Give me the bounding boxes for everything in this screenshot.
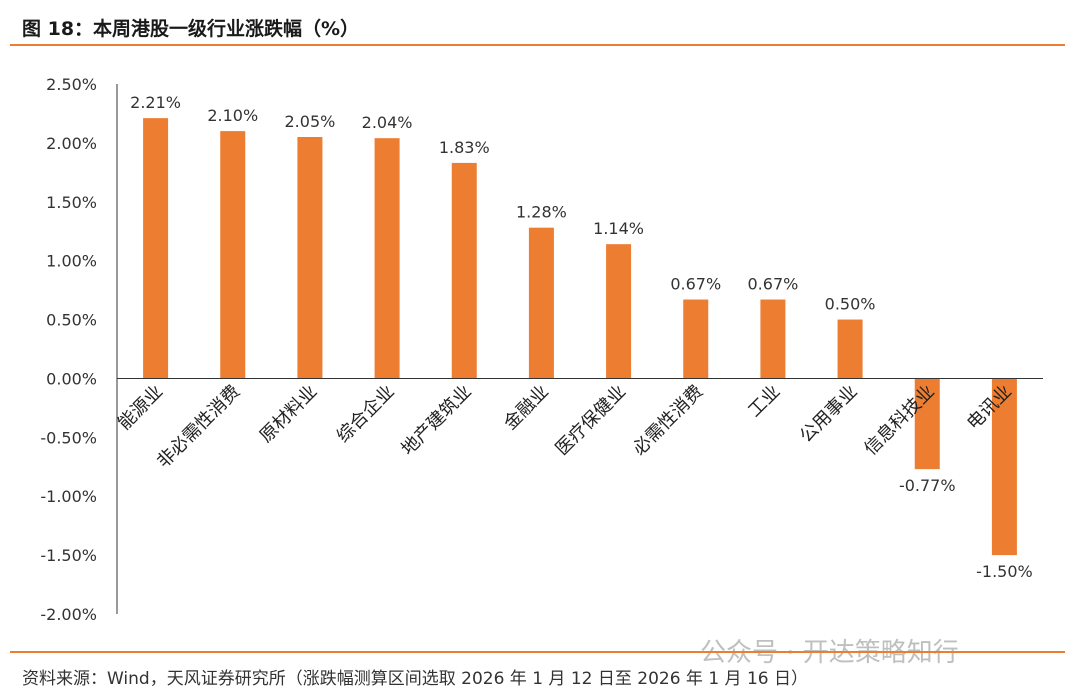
- x-tick-label: 金融业: [500, 381, 553, 434]
- x-tick-label: 能源业: [114, 381, 167, 434]
- data-label: 2.04%: [362, 113, 413, 132]
- y-tick-label: 2.00%: [46, 134, 97, 153]
- data-label: 2.21%: [130, 93, 181, 112]
- bar: [760, 299, 786, 379]
- y-tick-label: 0.00%: [46, 369, 97, 388]
- y-tick-label: 0.50%: [46, 311, 97, 330]
- bar: [374, 138, 400, 379]
- bar: [220, 131, 246, 379]
- x-tick-label: 地产建筑业: [397, 381, 475, 459]
- y-tick-label: -1.50%: [40, 546, 97, 565]
- data-label: 1.28%: [516, 203, 567, 222]
- y-tick-label: 2.50%: [46, 75, 97, 94]
- data-label: -1.50%: [976, 562, 1033, 581]
- x-tick-label: 工业: [744, 381, 784, 421]
- footer-rule: [10, 651, 1065, 653]
- x-tick-label: 必需性消费: [629, 381, 707, 459]
- bar: [297, 137, 323, 379]
- x-tick-label: 综合企业: [333, 381, 399, 447]
- data-label: 2.05%: [285, 112, 336, 131]
- x-tick-label: 公用事业: [796, 381, 862, 447]
- x-tick-label: 非必需性消费: [153, 381, 244, 472]
- y-tick-label: -2.00%: [40, 605, 97, 624]
- data-label: 1.83%: [439, 138, 490, 157]
- data-label: 0.50%: [825, 295, 876, 314]
- y-tick-label: 1.00%: [46, 252, 97, 271]
- bar: [143, 118, 169, 379]
- bar: [683, 299, 709, 379]
- data-label: 1.14%: [593, 219, 644, 238]
- source-note: 资料来源：Wind，天风证券研究所（涨跌幅测算区间选取 2026 年 1 月 1…: [22, 669, 808, 689]
- y-tick-label: 1.50%: [46, 193, 97, 212]
- x-tick-label: 医疗保健业: [552, 381, 630, 459]
- chart-title: 图 18：本周港股一级行业涨跌幅（%）: [22, 18, 360, 40]
- title-rule: [10, 44, 1065, 46]
- data-label: 0.67%: [670, 275, 721, 294]
- data-label: 2.10%: [207, 106, 258, 125]
- bar: [991, 378, 1017, 556]
- data-label: 0.67%: [748, 275, 799, 294]
- bar: [837, 319, 863, 379]
- data-label: -0.77%: [899, 476, 956, 495]
- watermark: 公众号 · 开达策略知行: [700, 638, 959, 668]
- bar: [914, 378, 940, 470]
- y-tick-label: -0.50%: [40, 428, 97, 447]
- x-tick-label: 原材料业: [256, 381, 322, 447]
- bar: [528, 227, 554, 379]
- y-tick-label: -1.00%: [40, 487, 97, 506]
- bar: [606, 244, 632, 379]
- bar: [451, 162, 477, 379]
